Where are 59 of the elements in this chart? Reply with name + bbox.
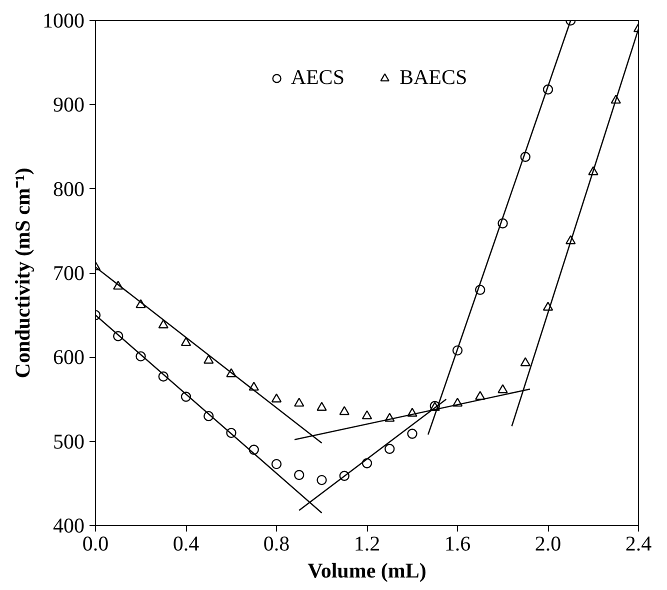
point <box>271 393 282 402</box>
y-tick-label: 800 <box>53 176 84 201</box>
y-tick-label: 600 <box>53 345 84 370</box>
point <box>136 351 146 362</box>
x-tick-label: 1.2 <box>354 532 380 556</box>
y-tick-label: 1000 <box>42 8 84 32</box>
point <box>316 474 327 486</box>
x-axis-title: Volume (mL) <box>308 558 426 582</box>
y-tick-label: 900 <box>53 92 84 117</box>
point <box>610 94 621 104</box>
point <box>226 368 236 378</box>
point <box>204 410 214 422</box>
point <box>384 444 395 454</box>
point <box>362 410 372 420</box>
point <box>407 408 418 417</box>
x-tick-label: 1.6 <box>444 532 471 556</box>
x-tick-label: 0.0 <box>82 532 109 556</box>
point <box>588 166 598 176</box>
point <box>542 302 554 311</box>
point <box>158 371 168 382</box>
point <box>248 382 259 391</box>
x-tick-label: 0.4 <box>172 532 200 556</box>
point <box>498 384 508 394</box>
point <box>339 406 350 416</box>
point <box>475 390 486 400</box>
legend-label: BAECS <box>400 65 468 90</box>
point <box>226 428 236 438</box>
point <box>294 470 304 480</box>
x-tick-label: 2.0 <box>534 532 562 556</box>
point <box>520 357 530 366</box>
point <box>113 331 124 342</box>
point <box>498 218 508 228</box>
point <box>248 444 259 455</box>
point <box>452 398 463 407</box>
point <box>339 470 350 481</box>
point <box>520 152 530 162</box>
point <box>407 428 418 439</box>
point <box>384 412 395 422</box>
x-tick-label: 0.8 <box>263 532 290 556</box>
y-tick-label: 400 <box>53 514 84 538</box>
point <box>204 354 214 364</box>
point <box>271 458 282 470</box>
legend-label: AECS <box>290 65 344 90</box>
y-axis-title: Conductivity (mS cm⁻¹) <box>10 168 34 378</box>
point <box>113 280 124 290</box>
point <box>158 319 168 328</box>
point <box>566 235 576 244</box>
point <box>294 398 304 407</box>
point <box>362 458 372 468</box>
point <box>136 299 146 308</box>
point <box>180 337 192 346</box>
point <box>542 84 554 95</box>
x-tick-label: 2.4 <box>625 532 652 556</box>
point <box>316 402 327 411</box>
point <box>475 284 486 295</box>
point <box>452 345 463 356</box>
point <box>180 392 192 402</box>
y-tick-label: 500 <box>53 429 84 454</box>
y-tick-label: 700 <box>53 261 84 285</box>
